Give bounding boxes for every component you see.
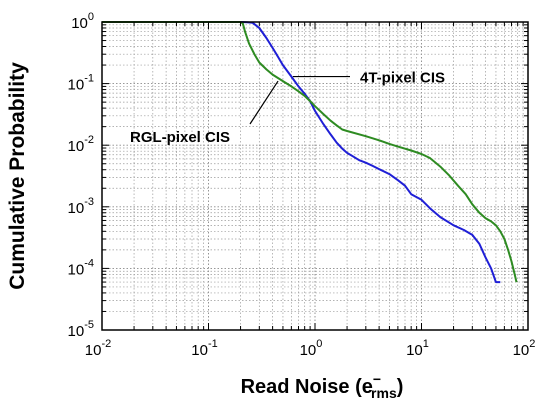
- series-line-4t-pixel: [102, 21, 501, 284]
- y-tick-label: 10-3: [68, 196, 94, 217]
- x-tick-label: 10-2: [85, 338, 111, 359]
- x-axis-title-main: Read Noise (e: [241, 376, 373, 398]
- series-group: [102, 21, 518, 284]
- y-axis-title: Cumulative Probability: [6, 62, 29, 290]
- x-axis-title-sub: rms: [371, 385, 397, 401]
- x-tick-label: 10-1: [191, 338, 217, 359]
- x-axis-title-sup: −: [373, 371, 381, 387]
- y-tick-label: 100: [71, 11, 94, 32]
- annotations: 4T-pixel CIS RGL-pixel CIS: [130, 70, 445, 146]
- annotation-4t-pixel: 4T-pixel CIS: [360, 70, 445, 87]
- y-tick-label: 10-4: [68, 257, 94, 278]
- tick-labels-x: 10-2 10-1 100 101 102: [85, 338, 536, 359]
- x-tick-label: 101: [406, 338, 429, 359]
- y-tick-label: 10-5: [68, 319, 94, 340]
- tick-labels-y: 100 10-1 10-2 10-3 10-4 10-5: [68, 11, 94, 340]
- annotation-rgl-pixel: RGL-pixel CIS: [130, 129, 230, 146]
- y-tick-label: 10-1: [68, 73, 94, 94]
- ticks: [101, 22, 528, 331]
- y-tick-label: 10-2: [68, 134, 94, 155]
- annotation-leader-rgl: [249, 80, 279, 125]
- x-tick-label: 100: [300, 338, 323, 359]
- series-line-rgl-pixel: [102, 21, 518, 283]
- x-axis-title: Read Noise (e− rms): [241, 371, 404, 401]
- grid: [102, 22, 528, 330]
- x-tick-label: 102: [513, 338, 536, 359]
- x-axis-title-close: ): [397, 376, 404, 398]
